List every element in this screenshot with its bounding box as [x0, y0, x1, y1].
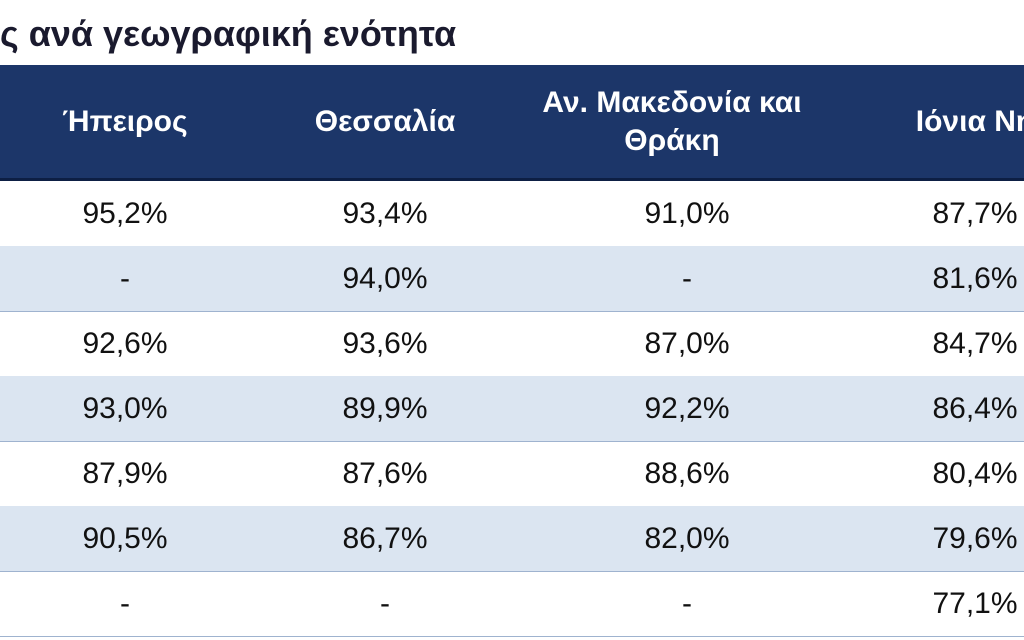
table-cell: - — [682, 262, 692, 295]
table-row: 90,5% 86,7% 82,0% 79,6% — [0, 506, 1024, 572]
column-header: Θεσσαλία — [314, 104, 456, 138]
table-cell: 88,6% — [644, 457, 730, 490]
table-cell: 89,9% — [342, 392, 428, 425]
table-cell: 79,6% — [932, 522, 1018, 555]
table-header: Ήπειρος Θεσσαλία Αν. Μακεδονία και Θράκη Ιό… — [0, 65, 1024, 181]
table-row: 93,0% 89,9% 92,2% 86,4% — [0, 376, 1024, 442]
table-cell: 94,0% — [342, 262, 428, 295]
table-cell: 86,4% — [932, 392, 1018, 425]
table-cell: 81,6% — [932, 262, 1018, 295]
table-row: 95,2% 93,4% 91,0% 87,7% — [0, 181, 1024, 247]
table-cell: 87,6% — [342, 457, 428, 490]
table-cell: 93,4% — [342, 197, 428, 230]
table-cell: 90,5% — [82, 522, 168, 555]
table-cell: 87,9% — [82, 457, 168, 490]
table-cell: 87,0% — [644, 327, 730, 360]
table-row: - 94,0% - 81,6% — [0, 246, 1024, 312]
table-cell: 95,2% — [82, 197, 168, 230]
table-cell: 87,7% — [932, 197, 1018, 230]
table-cell: - — [120, 587, 130, 620]
table-title: ς ανά γεωγραφική ενότητα — [0, 13, 457, 54]
column-header: Ήπειρος — [62, 104, 188, 138]
table-cell: - — [120, 262, 130, 295]
column-header: Ιόνια Νη — [915, 104, 1024, 138]
table-row: 87,9% 87,6% 88,6% 80,4% — [0, 441, 1024, 507]
table-row: - - - 77,1% — [0, 571, 1024, 637]
table-cell: 93,6% — [342, 327, 428, 360]
table-cell: 77,1% — [932, 587, 1018, 620]
table-cell: 80,4% — [932, 457, 1018, 490]
column-header: Αν. Μακεδονία και Θράκη — [542, 85, 802, 157]
table-row: 92,6% 93,6% 87,0% 84,7% — [0, 311, 1024, 377]
table-cell: 92,6% — [82, 327, 168, 360]
table-cell: - — [682, 587, 692, 620]
table-cell: 93,0% — [82, 392, 168, 425]
table-cell: 82,0% — [644, 522, 730, 555]
table-cell: 91,0% — [644, 197, 730, 230]
table-cell: 92,2% — [644, 392, 730, 425]
table-cell: - — [380, 587, 390, 620]
table-cell: 86,7% — [342, 522, 428, 555]
table-cell: 84,7% — [932, 327, 1018, 360]
